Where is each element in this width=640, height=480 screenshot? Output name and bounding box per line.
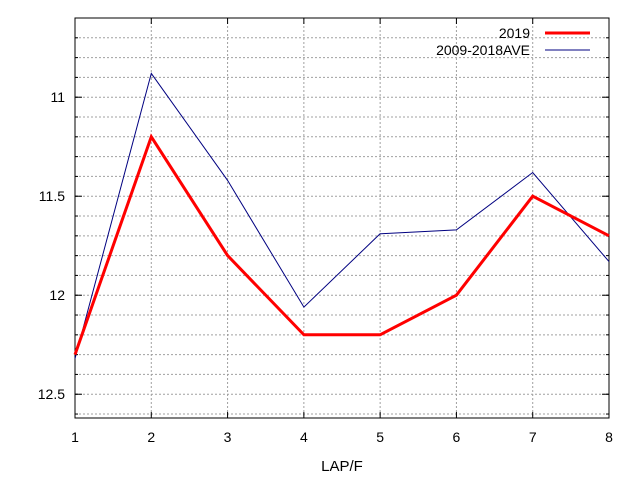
y-tick-label: 11.5 xyxy=(39,188,65,204)
plot-frame xyxy=(74,17,610,419)
y-tick-label: 12 xyxy=(49,287,65,303)
x-tick-label: 1 xyxy=(71,429,79,445)
y-tick-label: 11 xyxy=(50,89,65,105)
x-axis: 1 2 3 4 5 6 7 8 xyxy=(71,18,613,445)
legend-label: 2009-2018AVE xyxy=(436,42,530,58)
x-axis-title: LAP/F xyxy=(321,458,363,475)
x-tick-label: 4 xyxy=(300,429,308,445)
series-line xyxy=(73,133,610,356)
y-axis: 11 11.5 12 12.5 xyxy=(38,37,609,415)
series-line xyxy=(74,72,610,359)
grid-lines xyxy=(75,18,609,418)
series-lines xyxy=(73,72,610,359)
x-tick-label: 5 xyxy=(376,429,384,445)
x-tick-label: 8 xyxy=(605,429,613,445)
x-tick-label: 6 xyxy=(453,429,461,445)
x-tick-label: 2 xyxy=(147,429,155,445)
x-tick-label: 3 xyxy=(224,429,232,445)
x-tick-label: 7 xyxy=(529,429,537,445)
y-tick-label: 12.5 xyxy=(38,386,65,402)
legend-label: 2019 xyxy=(499,25,530,41)
